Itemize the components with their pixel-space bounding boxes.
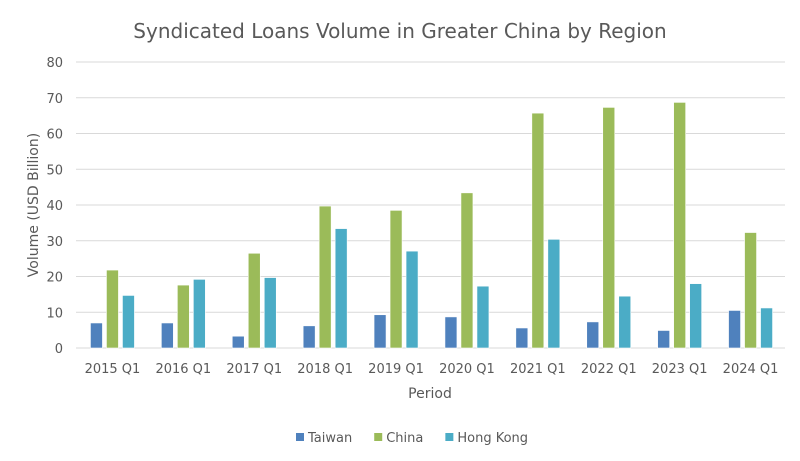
x-tick-label: 2016 Q1 xyxy=(155,362,211,377)
bar-taiwan xyxy=(657,330,670,349)
y-tick-label: 50 xyxy=(46,163,63,178)
x-tick-label: 2024 Q1 xyxy=(723,362,779,377)
y-tick-label: 80 xyxy=(46,56,63,71)
bar-china xyxy=(744,232,757,349)
x-tick-label: 2023 Q1 xyxy=(652,362,708,377)
x-tick-label: 2021 Q1 xyxy=(510,362,566,377)
bar-china xyxy=(318,205,332,349)
bar-hong-kong xyxy=(122,295,135,349)
x-tick-label: 2018 Q1 xyxy=(297,362,353,377)
bar-china xyxy=(531,112,545,349)
x-tick-label: 2020 Q1 xyxy=(439,362,495,377)
bar-china xyxy=(460,192,474,349)
bar-taiwan xyxy=(728,310,741,349)
bar-hong-kong xyxy=(193,279,206,349)
legend-swatch xyxy=(296,433,304,441)
bar-taiwan xyxy=(231,335,245,349)
bar-china xyxy=(247,252,261,349)
bar-hong-kong xyxy=(476,285,490,349)
x-tick-label: 2019 Q1 xyxy=(368,362,424,377)
bar-hong-kong xyxy=(263,277,277,349)
x-axis-label: Period xyxy=(408,386,452,402)
x-tick-label: 2015 Q1 xyxy=(85,362,141,377)
legend-swatch xyxy=(445,433,454,441)
legend-label: Hong Kong xyxy=(457,431,528,446)
y-tick-label: 20 xyxy=(46,271,63,286)
bar-taiwan xyxy=(90,322,103,349)
y-tick-label: 0 xyxy=(55,342,63,357)
bar-china xyxy=(106,269,119,349)
bar-taiwan xyxy=(444,316,458,349)
legend-label: China xyxy=(386,431,423,446)
y-tick-label: 60 xyxy=(46,128,63,143)
bar-hong-kong xyxy=(618,295,632,349)
bar-taiwan xyxy=(373,314,387,349)
bar-china xyxy=(602,107,616,349)
x-tick-label: 2017 Q1 xyxy=(226,362,282,377)
legend-swatch xyxy=(374,433,383,441)
bar-hong-kong xyxy=(547,239,561,349)
bar-hong-kong xyxy=(689,283,702,349)
bar-china xyxy=(389,210,403,349)
y-tick-label: 10 xyxy=(46,306,63,321)
y-tick-label: 30 xyxy=(46,235,63,250)
bar-china xyxy=(177,284,190,349)
y-tick-label: 40 xyxy=(46,199,63,214)
bar-taiwan xyxy=(302,325,316,349)
bar-hong-kong xyxy=(405,250,419,349)
bar-hong-kong xyxy=(760,307,773,349)
chart-title: Syndicated Loans Volume in Greater China… xyxy=(133,19,666,43)
bar-taiwan xyxy=(586,321,600,349)
bar-taiwan xyxy=(515,327,529,349)
bar-taiwan xyxy=(161,322,174,349)
y-tick-label: 70 xyxy=(46,92,63,107)
bar-china xyxy=(673,102,686,349)
legend-label: Taiwan xyxy=(307,431,352,446)
y-axis-label: Volume (USD Billion) xyxy=(26,133,42,277)
x-tick-label: 2022 Q1 xyxy=(581,362,637,377)
bar-hong-kong xyxy=(334,228,348,349)
